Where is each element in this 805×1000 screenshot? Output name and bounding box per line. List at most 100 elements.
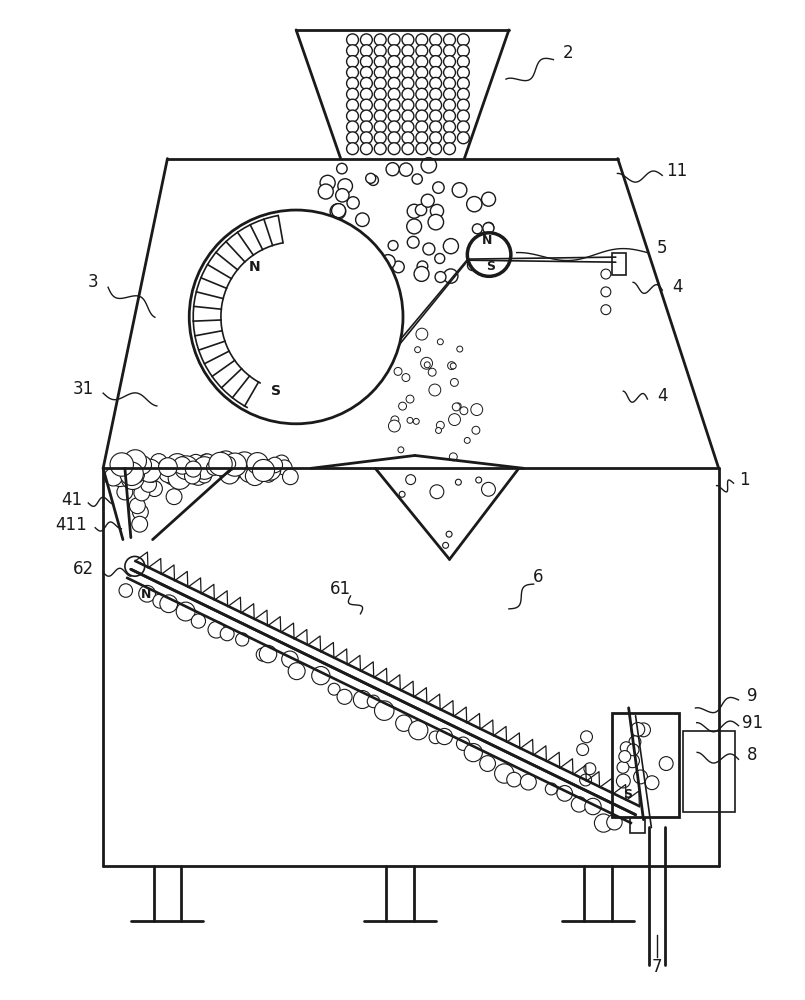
Circle shape (416, 110, 427, 122)
Circle shape (444, 269, 458, 283)
Circle shape (188, 466, 201, 480)
Text: 41: 41 (61, 491, 82, 509)
Circle shape (261, 464, 277, 480)
Circle shape (262, 468, 275, 482)
Circle shape (185, 461, 201, 477)
Circle shape (160, 595, 178, 613)
Circle shape (457, 34, 469, 46)
Circle shape (361, 110, 373, 122)
Circle shape (361, 132, 373, 144)
Circle shape (416, 88, 427, 100)
Circle shape (627, 744, 639, 756)
Circle shape (180, 456, 202, 478)
Circle shape (162, 465, 176, 480)
Circle shape (457, 110, 469, 122)
Bar (630, 817, 646, 833)
Circle shape (374, 88, 386, 100)
Circle shape (168, 467, 191, 489)
Circle shape (631, 722, 645, 736)
Text: 4: 4 (672, 278, 683, 296)
Circle shape (520, 774, 536, 790)
Circle shape (361, 77, 373, 89)
Circle shape (444, 143, 456, 155)
Circle shape (347, 77, 358, 89)
Circle shape (416, 132, 427, 144)
Circle shape (456, 479, 461, 485)
Circle shape (359, 243, 370, 254)
Circle shape (374, 121, 386, 133)
Circle shape (444, 132, 456, 144)
Circle shape (444, 34, 456, 46)
Circle shape (430, 110, 442, 122)
Circle shape (347, 34, 358, 46)
Circle shape (402, 132, 414, 144)
Text: 6: 6 (534, 568, 544, 586)
Circle shape (208, 452, 232, 476)
Circle shape (105, 468, 122, 486)
Circle shape (407, 236, 419, 248)
Circle shape (402, 99, 414, 111)
Circle shape (584, 763, 596, 775)
Circle shape (594, 814, 613, 832)
Text: 31: 31 (72, 380, 94, 398)
Circle shape (409, 721, 428, 740)
Circle shape (351, 258, 361, 268)
Circle shape (364, 248, 374, 259)
Circle shape (481, 192, 496, 206)
Circle shape (320, 175, 335, 190)
Circle shape (361, 45, 373, 57)
Circle shape (130, 498, 146, 514)
Circle shape (347, 45, 358, 57)
Circle shape (424, 362, 430, 368)
Circle shape (430, 34, 442, 46)
Circle shape (452, 403, 460, 411)
Circle shape (223, 453, 246, 476)
Circle shape (144, 468, 159, 482)
Circle shape (133, 456, 151, 474)
Circle shape (428, 368, 436, 376)
Circle shape (133, 504, 148, 520)
Circle shape (430, 88, 442, 100)
Text: 3: 3 (88, 273, 98, 291)
Circle shape (576, 744, 588, 756)
Circle shape (431, 204, 444, 218)
Circle shape (429, 731, 442, 744)
Circle shape (147, 481, 163, 497)
Circle shape (167, 454, 188, 475)
Circle shape (197, 469, 212, 483)
Circle shape (464, 437, 470, 443)
Circle shape (416, 45, 427, 57)
Circle shape (637, 723, 650, 737)
Circle shape (176, 602, 195, 621)
Text: N: N (249, 260, 260, 274)
Bar (612, 713, 679, 817)
Circle shape (274, 455, 289, 470)
Circle shape (416, 56, 427, 68)
Circle shape (430, 45, 442, 57)
Circle shape (457, 99, 469, 111)
Circle shape (416, 34, 427, 46)
Text: 61: 61 (330, 580, 351, 598)
Circle shape (312, 667, 330, 685)
Circle shape (456, 737, 470, 750)
Circle shape (494, 764, 514, 783)
Circle shape (361, 67, 373, 78)
Circle shape (481, 482, 495, 496)
Circle shape (216, 451, 236, 471)
Circle shape (381, 255, 395, 269)
Circle shape (436, 421, 444, 429)
Circle shape (435, 272, 446, 282)
Circle shape (337, 263, 352, 277)
Circle shape (464, 744, 482, 762)
Circle shape (572, 797, 587, 812)
Circle shape (446, 531, 452, 537)
Circle shape (430, 56, 442, 68)
Circle shape (221, 627, 234, 641)
Circle shape (432, 182, 444, 193)
Circle shape (430, 121, 442, 133)
Circle shape (361, 99, 373, 111)
Circle shape (388, 241, 398, 250)
Circle shape (457, 121, 469, 133)
Circle shape (580, 774, 592, 786)
Circle shape (430, 77, 442, 89)
